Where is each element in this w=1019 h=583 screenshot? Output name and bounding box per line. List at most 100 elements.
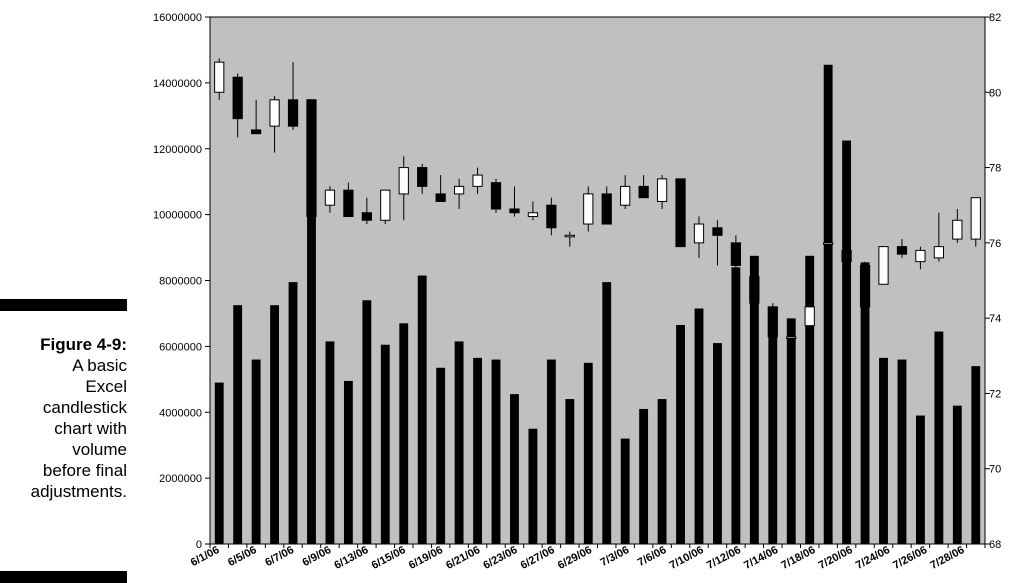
caption-line: before final [42, 461, 127, 480]
candlestick [933, 212, 944, 262]
volume-bar [805, 255, 815, 545]
candle-body [453, 185, 465, 195]
volume-bar [491, 359, 501, 544]
candle-body [287, 99, 299, 127]
candlestick [398, 156, 409, 221]
x-tick-label: 7/10/06 [668, 544, 706, 572]
left-tick-label: 10000000 [153, 210, 202, 222]
candlestick [251, 99, 262, 135]
left-tick-label: 12000000 [153, 144, 202, 156]
candle-body [251, 129, 262, 135]
right-tick-label: 78 [989, 163, 1001, 175]
x-tick-label: 6/29/06 [556, 544, 594, 572]
volume-bar [214, 382, 224, 544]
volume-bar [583, 362, 593, 544]
candle-body [546, 204, 557, 229]
candlestick [232, 73, 243, 138]
volume-bar [915, 415, 925, 544]
candlestick [675, 178, 686, 248]
volume-bar [676, 324, 685, 544]
candle-body [730, 242, 742, 266]
candle-body [269, 99, 280, 127]
candlestick [841, 246, 852, 266]
candle-body [509, 208, 520, 214]
caption-line: volume [72, 440, 127, 459]
volume-bar [362, 300, 372, 544]
candle-body [601, 193, 612, 225]
x-tick-label: 7/24/06 [854, 544, 892, 572]
x-tick-label: 7/3/06 [599, 544, 632, 569]
candle-body [804, 306, 815, 327]
candle-body [490, 182, 502, 210]
candlestick [490, 178, 502, 213]
volume-bar [879, 357, 888, 544]
figure-label: Figure 4-9: [40, 335, 127, 354]
candlestick [287, 62, 299, 130]
candle-body [638, 185, 649, 199]
volume-bar [233, 305, 243, 544]
candlestick [896, 239, 908, 258]
right-tick-label: 72 [989, 388, 1001, 400]
candlestick [620, 175, 631, 209]
right-tick-label: 68 [989, 539, 1001, 551]
candlestick [786, 333, 797, 349]
candle-body [896, 246, 908, 255]
volume-bar [380, 344, 390, 544]
volume-bar [417, 275, 427, 544]
x-tick-label: 7/12/06 [705, 544, 743, 572]
left-tick-label: 6000000 [159, 341, 202, 353]
left-volume-axis: 0 2000000 4000000 6000000 8000000 10000000 120… [153, 12, 211, 551]
candle-body [656, 178, 668, 202]
candle-body [859, 264, 871, 308]
x-tick-label: 6/7/06 [263, 544, 296, 569]
volume-bar [399, 323, 409, 544]
candlestick [730, 235, 742, 315]
volume-bar [454, 341, 464, 544]
caption-line: candlestick [42, 398, 127, 417]
volume-bar [288, 282, 298, 544]
volume-bar [786, 318, 796, 544]
volume-bar [694, 308, 704, 544]
figure-caption: Figure 4-9: A basic Excel candlestick ch… [0, 334, 127, 502]
candle-body [823, 242, 834, 245]
candlestick [915, 246, 926, 270]
caption-line: A basic [72, 356, 127, 375]
candlestick [823, 239, 834, 247]
x-tick-label: 6/15/06 [370, 544, 408, 572]
right-tick-label: 82 [989, 12, 1001, 24]
right-tick-label: 74 [989, 313, 1001, 325]
volume-bar [473, 357, 482, 544]
left-tick-label: 2000000 [159, 473, 202, 485]
candlestick [970, 197, 981, 247]
volume-bar [528, 428, 538, 544]
volume-bar [897, 359, 907, 544]
candle-body [933, 246, 944, 259]
volume-bar [971, 366, 981, 544]
volume-bar [546, 359, 556, 544]
caption-line: adjustments. [30, 482, 127, 501]
candlestick [656, 175, 668, 209]
volume-bar [934, 331, 944, 544]
candlestick [767, 303, 778, 356]
volume-bar [657, 399, 667, 544]
candle-body [749, 276, 760, 304]
candle-body [915, 249, 926, 263]
candle-body [214, 61, 225, 93]
candlestick [583, 186, 594, 232]
candlestick [527, 201, 539, 221]
volume-bar [620, 438, 630, 544]
volume-bar [768, 310, 778, 544]
candlestick [306, 99, 317, 217]
volume-bar [565, 399, 575, 544]
right-price-axis: 68 70 72 74 76 78 80 82 [984, 12, 1001, 551]
x-tick-label: 7/14/06 [742, 544, 780, 572]
left-tick-label: 8000000 [159, 276, 202, 288]
left-tick-label: 14000000 [153, 78, 202, 90]
right-tick-label: 76 [989, 238, 1001, 250]
x-tick-label: 6/9/06 [301, 544, 334, 569]
caption-top-rule [0, 299, 127, 311]
x-tick-label: 7/18/06 [779, 544, 817, 572]
candlestick [952, 208, 963, 243]
candle-body [712, 227, 723, 236]
